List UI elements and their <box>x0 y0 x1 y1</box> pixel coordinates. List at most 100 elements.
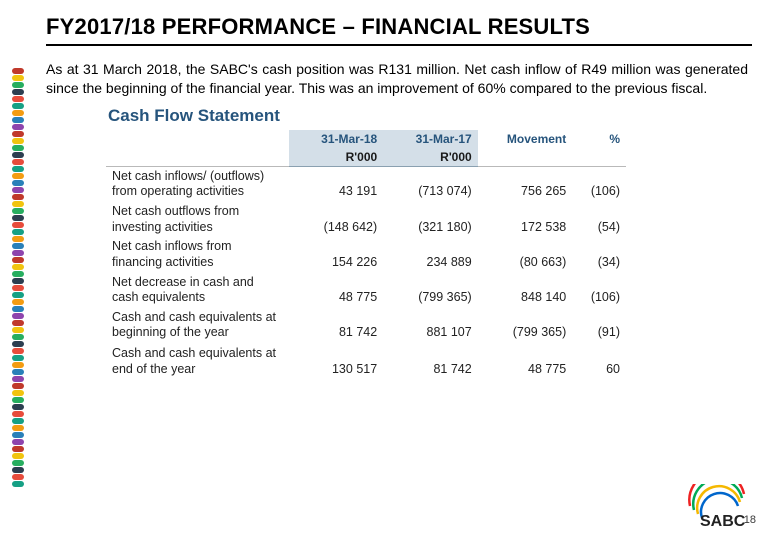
table-header-row-1: 31-Mar-18 31-Mar-17 Movement % <box>106 130 626 148</box>
row-label: Net cash inflows/ (outflows) from operat… <box>106 166 289 202</box>
cashflow-table: 31-Mar-18 31-Mar-17 Movement % R'000 R'0… <box>106 130 626 380</box>
bead <box>12 446 24 452</box>
bead <box>12 131 24 137</box>
th-movement: Movement <box>478 130 573 148</box>
bead <box>12 320 24 326</box>
row-label: Cash and cash equivalents at beginning o… <box>106 308 289 343</box>
cell-pct: (106) <box>572 273 626 308</box>
bead <box>12 215 24 221</box>
cell-2017: (713 074) <box>383 166 478 202</box>
slide: FY2017/18 PERFORMANCE – FINANCIAL RESULT… <box>0 0 780 540</box>
th2-blank2 <box>478 148 573 167</box>
cell-pct: (34) <box>572 237 626 272</box>
th2-blank <box>106 148 289 167</box>
bead <box>12 187 24 193</box>
table-header-row-2: R'000 R'000 <box>106 148 626 167</box>
bead <box>12 306 24 312</box>
bead <box>12 264 24 270</box>
table-row: Net cash outflows from investing activit… <box>106 202 626 237</box>
th-31mar17: 31-Mar-17 <box>383 130 478 148</box>
th-31mar18: 31-Mar-18 <box>289 130 384 148</box>
bead <box>12 376 24 382</box>
bead <box>12 180 24 186</box>
bead <box>12 159 24 165</box>
cell-movement: 172 538 <box>478 202 573 237</box>
cell-2017: 81 742 <box>383 343 478 379</box>
bead <box>12 75 24 81</box>
statement-title: Cash Flow Statement <box>106 106 626 126</box>
bead <box>12 341 24 347</box>
bead <box>12 285 24 291</box>
bead <box>12 299 24 305</box>
bead <box>12 194 24 200</box>
cell-movement: 848 140 <box>478 273 573 308</box>
th2-r000-a: R'000 <box>289 148 384 167</box>
cell-movement: 756 265 <box>478 166 573 202</box>
row-label: Net cash inflows from financing activiti… <box>106 237 289 272</box>
bead <box>12 369 24 375</box>
bead <box>12 96 24 102</box>
page-title: FY2017/18 PERFORMANCE – FINANCIAL RESULT… <box>46 14 752 46</box>
cell-pct: (91) <box>572 308 626 343</box>
bead <box>12 82 24 88</box>
th2-blank3 <box>572 148 626 167</box>
cell-2017: (321 180) <box>383 202 478 237</box>
cell-2017: (799 365) <box>383 273 478 308</box>
page-number: 18 <box>744 514 756 526</box>
intro-paragraph: As at 31 March 2018, the SABC's cash pos… <box>46 60 752 98</box>
table-row: Net cash inflows from financing activiti… <box>106 237 626 272</box>
svg-text:SABC: SABC <box>700 513 746 530</box>
bead <box>12 152 24 158</box>
bead <box>12 390 24 396</box>
bead <box>12 355 24 361</box>
table-row: Net cash inflows/ (outflows) from operat… <box>106 166 626 202</box>
bead <box>12 439 24 445</box>
bead <box>12 383 24 389</box>
row-label: Net cash outflows from investing activit… <box>106 202 289 237</box>
bead <box>12 145 24 151</box>
bead <box>12 397 24 403</box>
th2-r000-b: R'000 <box>383 148 478 167</box>
table-body: Net cash inflows/ (outflows) from operat… <box>106 166 626 379</box>
bead <box>12 467 24 473</box>
bead <box>12 173 24 179</box>
bead <box>12 453 24 459</box>
bead <box>12 110 24 116</box>
bead <box>12 229 24 235</box>
cell-2018: 154 226 <box>289 237 384 272</box>
bead <box>12 243 24 249</box>
th-pct: % <box>572 130 626 148</box>
bead <box>12 418 24 424</box>
cell-pct: (106) <box>572 166 626 202</box>
bead <box>12 404 24 410</box>
bead <box>12 201 24 207</box>
cell-2017: 881 107 <box>383 308 478 343</box>
bead <box>12 474 24 480</box>
bead <box>12 425 24 431</box>
bead <box>12 334 24 340</box>
bead <box>12 292 24 298</box>
cell-2018: 81 742 <box>289 308 384 343</box>
bead <box>12 411 24 417</box>
table-row: Cash and cash equivalents at beginning o… <box>106 308 626 343</box>
bead <box>12 68 24 74</box>
cell-2017: 234 889 <box>383 237 478 272</box>
row-label: Cash and cash equivalents at end of the … <box>106 343 289 379</box>
cell-2018: 43 191 <box>289 166 384 202</box>
cell-movement: 48 775 <box>478 343 573 379</box>
cell-movement: (799 365) <box>478 308 573 343</box>
bead <box>12 138 24 144</box>
bead <box>12 250 24 256</box>
bead <box>12 166 24 172</box>
bead-strip <box>12 68 26 518</box>
cell-2018: 48 775 <box>289 273 384 308</box>
bead <box>12 313 24 319</box>
table-row: Net decrease in cash and cash equivalent… <box>106 273 626 308</box>
bead <box>12 460 24 466</box>
bead <box>12 89 24 95</box>
bead <box>12 117 24 123</box>
bead <box>12 327 24 333</box>
row-label: Net decrease in cash and cash equivalent… <box>106 273 289 308</box>
cashflow-table-wrap: Cash Flow Statement 31-Mar-18 31-Mar-17 … <box>106 106 626 380</box>
bead <box>12 257 24 263</box>
